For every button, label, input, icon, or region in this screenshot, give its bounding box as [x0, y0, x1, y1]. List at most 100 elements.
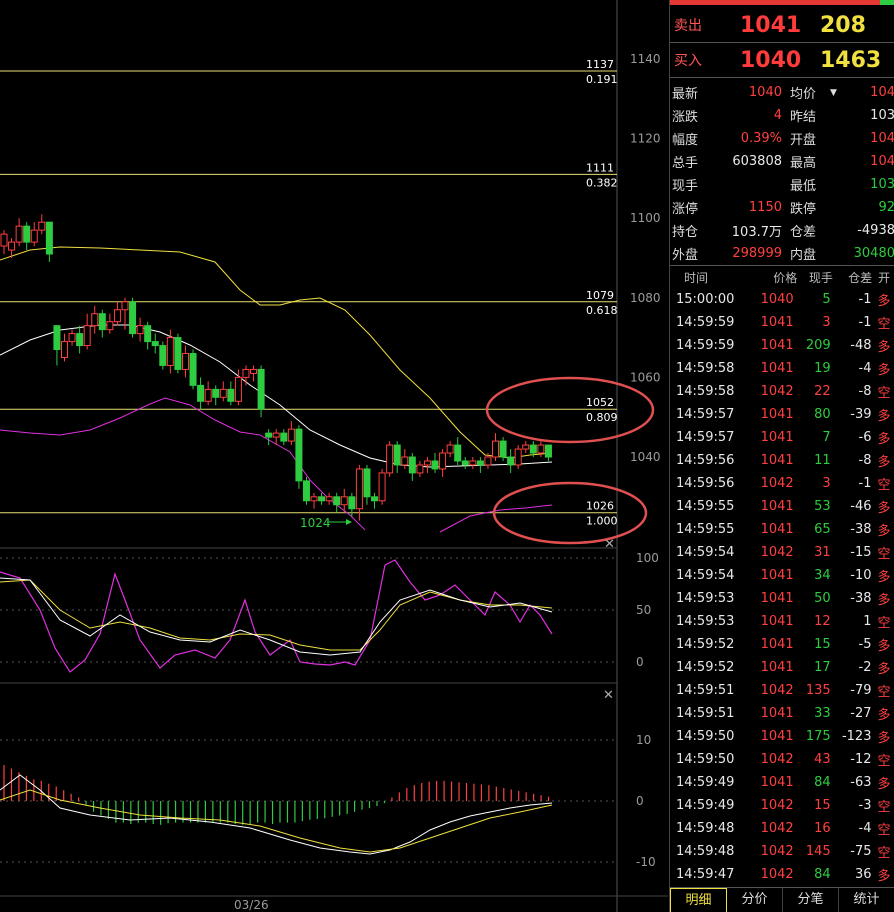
trade-chg: -38	[850, 522, 872, 537]
trade-vol: 5	[822, 292, 831, 307]
price-tick-label: 1100	[630, 211, 661, 225]
trades-list[interactable]: 15:00:00 1040 5 -1 多 14:59:59 1041 3 -1 空 14:59:59…	[670, 288, 894, 886]
trade-chg: -3	[858, 798, 872, 813]
candle-body	[439, 452, 447, 470]
buy-row[interactable]: 买入 1040 1463	[670, 43, 894, 77]
trade-time: 14:59:55	[676, 522, 735, 537]
trade-row[interactable]: 14:59:52 1041 15 -5 多	[670, 633, 894, 656]
trade-chg: -123	[841, 729, 872, 744]
candle-body	[529, 444, 537, 454]
trade-time: 14:59:59	[676, 315, 735, 330]
trade-row[interactable]: 14:59:53 1041 12 1 空	[670, 610, 894, 633]
trade-row[interactable]: 14:59:51 1042 135 -79 空	[670, 679, 894, 702]
trade-type: 空	[877, 685, 891, 700]
trade-row[interactable]: 14:59:56 1042 3 -1 空	[670, 472, 894, 495]
buy-price: 1040	[740, 47, 802, 73]
trade-type: 多	[877, 731, 891, 746]
sell-volume: 208	[820, 12, 866, 38]
stat-value: 104	[870, 85, 894, 100]
trade-chg: -39	[850, 407, 872, 422]
candle-body	[181, 353, 189, 370]
trade-type: 多	[877, 662, 891, 677]
stat-label: 开盘	[790, 133, 817, 148]
trade-type: 空	[877, 616, 891, 631]
trade-vol: 31	[814, 545, 831, 560]
candle-body	[166, 337, 174, 366]
trade-time: 14:59:52	[676, 660, 735, 675]
trade-row[interactable]: 14:59:49 1042 15 -3 空	[670, 794, 894, 817]
buy-volume: 1463	[820, 47, 882, 73]
trade-row[interactable]: 14:59:50 1042 43 -12 空	[670, 748, 894, 771]
trade-row[interactable]: 14:59:47 1042 84 36 多	[670, 863, 894, 886]
candle-body	[371, 496, 379, 502]
trade-price: 1041	[760, 407, 794, 422]
trade-row[interactable]: 14:59:58 1041 19 -4 多	[670, 357, 894, 380]
trade-row[interactable]: 14:59:51 1041 33 -27 多	[670, 702, 894, 725]
sell-price: 1041	[740, 12, 802, 38]
trade-price: 1041	[760, 706, 794, 721]
trade-row[interactable]: 14:59:54 1041 34 -10 多	[670, 564, 894, 587]
trade-row[interactable]: 14:59:52 1041 17 -2 多	[670, 656, 894, 679]
tab-3[interactable]: 统计	[839, 888, 894, 912]
candle-body	[544, 444, 552, 458]
trade-row[interactable]: 14:59:50 1041 175 -123 多	[670, 725, 894, 748]
trade-chg: 1	[863, 614, 872, 629]
candle-body	[151, 341, 159, 347]
trade-chg: -15	[850, 545, 872, 560]
trade-row[interactable]: 15:00:00 1040 5 -1 多	[670, 288, 894, 311]
trade-row[interactable]: 14:59:48 1042 145 -75 空	[670, 840, 894, 863]
trade-row[interactable]: 14:59:58 1042 22 -8 空	[670, 380, 894, 403]
trade-price: 1042	[760, 752, 794, 767]
fib-price-label: 1079	[586, 289, 614, 302]
candle-body	[333, 496, 341, 506]
trade-row[interactable]: 14:59:57 1041 80 -39 多	[670, 403, 894, 426]
trade-price: 1041	[760, 453, 794, 468]
trade-price: 1042	[760, 798, 794, 813]
macd-histogram	[3, 765, 550, 825]
close-icon[interactable]: ✕	[604, 537, 615, 552]
trade-time: 14:59:48	[676, 844, 735, 859]
trade-row[interactable]: 14:59:48 1042 16 -4 空	[670, 817, 894, 840]
tab-2[interactable]: 分笔	[783, 888, 839, 912]
trade-price: 1041	[760, 591, 794, 606]
trade-row[interactable]: 14:59:56 1041 11 -8 多	[670, 449, 894, 472]
trade-vol: 22	[814, 384, 831, 399]
dropdown-arrow-icon[interactable]: ▼	[830, 87, 837, 98]
trade-chg: -2	[858, 660, 872, 675]
trade-row[interactable]: 14:59:57 1041 7 -6 多	[670, 426, 894, 449]
trade-time: 14:59:48	[676, 821, 735, 836]
trade-chg: -8	[858, 384, 872, 399]
trade-row[interactable]: 14:59:59 1041 3 -1 空	[670, 311, 894, 334]
tab-0[interactable]: 明细	[670, 888, 727, 912]
price-tick-label: 1040	[630, 450, 661, 464]
trade-row[interactable]: 14:59:59 1041 209 -48 多	[670, 334, 894, 357]
trade-row[interactable]: 14:59:53 1041 50 -38 多	[670, 587, 894, 610]
trade-price: 1042	[760, 476, 794, 491]
macd-dif-line	[0, 774, 553, 855]
trade-row[interactable]: 14:59:49 1041 84 -63 多	[670, 771, 894, 794]
tab-1[interactable]: 分价	[727, 888, 783, 912]
trade-row[interactable]: 14:59:55 1041 53 -46 多	[670, 495, 894, 518]
stat-value: 92	[878, 200, 894, 215]
trade-row[interactable]: 14:59:55 1041 65 -38 多	[670, 518, 894, 541]
fib-ratio-label: 0.191	[586, 73, 618, 86]
price-tick-label: 1140	[630, 52, 661, 66]
candle-body	[68, 333, 76, 343]
trade-time: 15:00:00	[676, 292, 735, 307]
trade-type: 空	[877, 800, 891, 815]
candle-body	[250, 368, 258, 374]
kdj-tick-label: 0	[636, 655, 644, 669]
trade-time: 14:59:50	[676, 752, 735, 767]
quote-stat-row: 幅度 0.39% 开盘 104	[670, 127, 894, 150]
candle-body	[91, 313, 99, 327]
column-header: 开	[878, 270, 891, 285]
quote-stat-row: 持仓 103.7万 仓差 -4938	[670, 219, 894, 242]
trade-price: 1042	[760, 844, 794, 859]
close-icon[interactable]: ✕	[603, 688, 614, 703]
trade-row[interactable]: 14:59:54 1042 31 -15 空	[670, 541, 894, 564]
trade-vol: 145	[805, 844, 831, 859]
candle-body	[113, 309, 121, 323]
trade-vol: 19	[814, 361, 831, 376]
sell-row[interactable]: 卖出 1041 208	[670, 8, 894, 42]
